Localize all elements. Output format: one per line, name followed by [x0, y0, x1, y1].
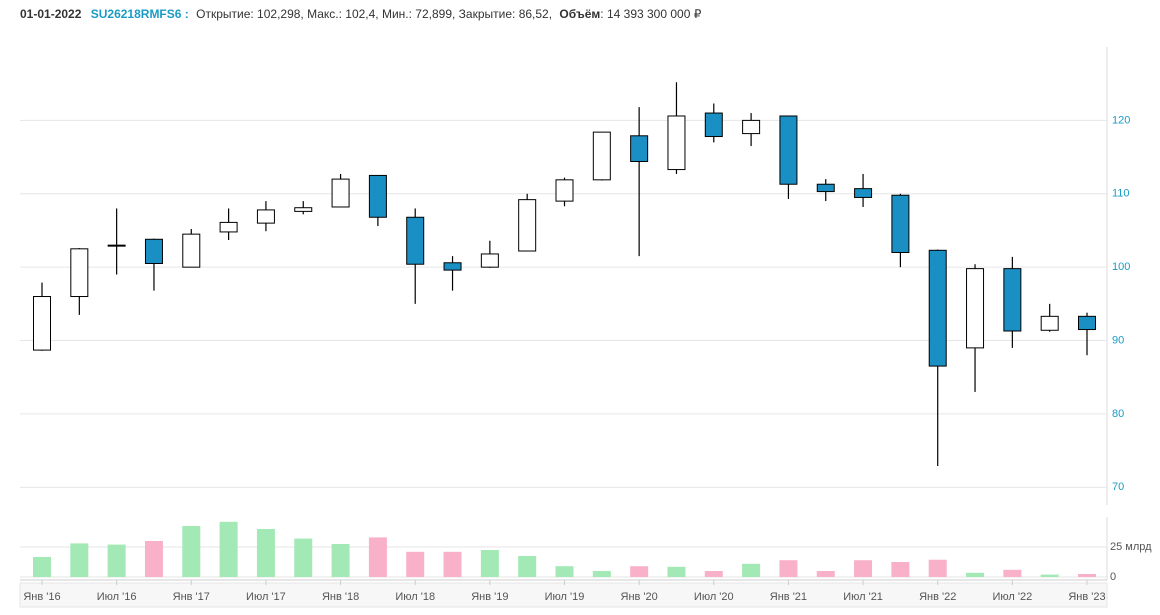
candle-body: [592, 131, 611, 181]
volume-bar: [256, 529, 275, 577]
candle-body: [891, 194, 910, 253]
candle-body: [33, 296, 51, 351]
candle-body: [182, 233, 201, 268]
volume-bar: [219, 521, 238, 577]
navigator: [19, 582, 1108, 608]
volume-bar: [742, 563, 761, 577]
candle-body: [555, 179, 574, 202]
volume-bar: [368, 537, 387, 577]
header-volume-label: Объём: [559, 7, 600, 21]
candle-body: [1003, 268, 1022, 332]
candle-body: [630, 135, 649, 162]
x-tick-label: Янв '21: [770, 591, 807, 603]
volume-bar: [966, 572, 985, 577]
y-tick-label: 110: [1112, 188, 1130, 200]
candle-body: [667, 115, 686, 171]
volume-bar: [592, 571, 611, 577]
candle-body: [70, 248, 89, 298]
volume-bar: [555, 566, 574, 577]
volume-bar: [667, 566, 686, 577]
candle-body: [854, 188, 873, 198]
candle-body: [928, 249, 947, 367]
x-tick-label: Июл '20: [694, 591, 734, 603]
volume-bar: [704, 571, 723, 577]
candle-body: [443, 262, 462, 271]
x-tick-label: Июл '16: [97, 591, 137, 603]
candle-body: [742, 119, 761, 135]
y-tick-label: 90: [1112, 334, 1124, 346]
volume-bar: [816, 571, 835, 577]
x-tick-label: Янв '18: [322, 591, 359, 603]
header: 01-01-2022 SU26218RMFS6 : Открытие: 102,…: [20, 7, 702, 21]
volume-bar: [928, 559, 947, 577]
y2-tick-label: 0: [1110, 571, 1116, 583]
candle-body: [294, 207, 313, 212]
y-tick-label: 120: [1112, 114, 1130, 126]
candle-body: [1078, 315, 1096, 331]
x-tick-label: Июл '22: [992, 591, 1032, 603]
x-tick-label: Июл '21: [843, 591, 883, 603]
y-tick-label: 100: [1112, 261, 1130, 273]
candle-body: [966, 268, 985, 349]
x-tick-label: Июл '17: [246, 591, 286, 603]
x-tick-label: Янв '22: [919, 591, 956, 603]
candle-body: [406, 216, 425, 265]
volume-bar: [1078, 574, 1096, 577]
candle-body: [816, 183, 835, 193]
volume-bar: [630, 566, 649, 577]
volume-bar: [518, 556, 537, 577]
header-volume-value: : 14 393 300 000 ₽: [600, 7, 701, 21]
volume-bar: [70, 543, 89, 577]
header-ticker: SU26218RMFS6 :: [91, 7, 189, 21]
volume-bar: [1003, 569, 1022, 577]
x-tick-label: Июл '18: [395, 591, 435, 603]
volume-bar: [891, 562, 910, 577]
x-tick-label: Янв '17: [173, 591, 210, 603]
candle-body: [1040, 315, 1059, 331]
x-tick-label: Янв '23: [1068, 591, 1105, 603]
header-date: 01-01-2022: [20, 7, 82, 21]
candle-body: [704, 112, 723, 138]
volume-bar: [107, 544, 126, 577]
volume-bar: [294, 538, 313, 577]
y2-tick-label: 25 млрд: [1110, 541, 1152, 553]
y-tick-label: 70: [1112, 481, 1124, 493]
volume-bar: [33, 556, 51, 577]
candle-body: [480, 253, 499, 268]
volume-bar: [443, 551, 462, 577]
x-tick-label: Янв '16: [23, 591, 60, 603]
volume-bar: [144, 541, 163, 577]
candle-body: [144, 238, 163, 264]
volume-bar: [854, 560, 873, 577]
candle-body: [256, 209, 275, 224]
candle-body: [107, 244, 126, 247]
x-tick-label: Июл '19: [545, 591, 585, 603]
header-ohlc: Открытие: 102,298, Макс.: 102,4, Мин.: 7…: [196, 7, 552, 21]
volume-bar: [182, 526, 201, 577]
volume-bar: [331, 544, 350, 577]
x-tick-label: Янв '19: [471, 591, 508, 603]
y-tick-label: 80: [1112, 408, 1124, 420]
volume-bar: [1040, 574, 1059, 577]
candle-body: [368, 174, 387, 218]
candle-body: [219, 221, 238, 233]
volume-bar: [480, 550, 499, 577]
x-tick-label: Янв '20: [621, 591, 658, 603]
volume-bar: [779, 560, 798, 577]
candle-body: [331, 178, 350, 208]
volume-bar: [406, 551, 425, 577]
candle-body: [518, 199, 537, 252]
candle-body: [779, 115, 798, 185]
